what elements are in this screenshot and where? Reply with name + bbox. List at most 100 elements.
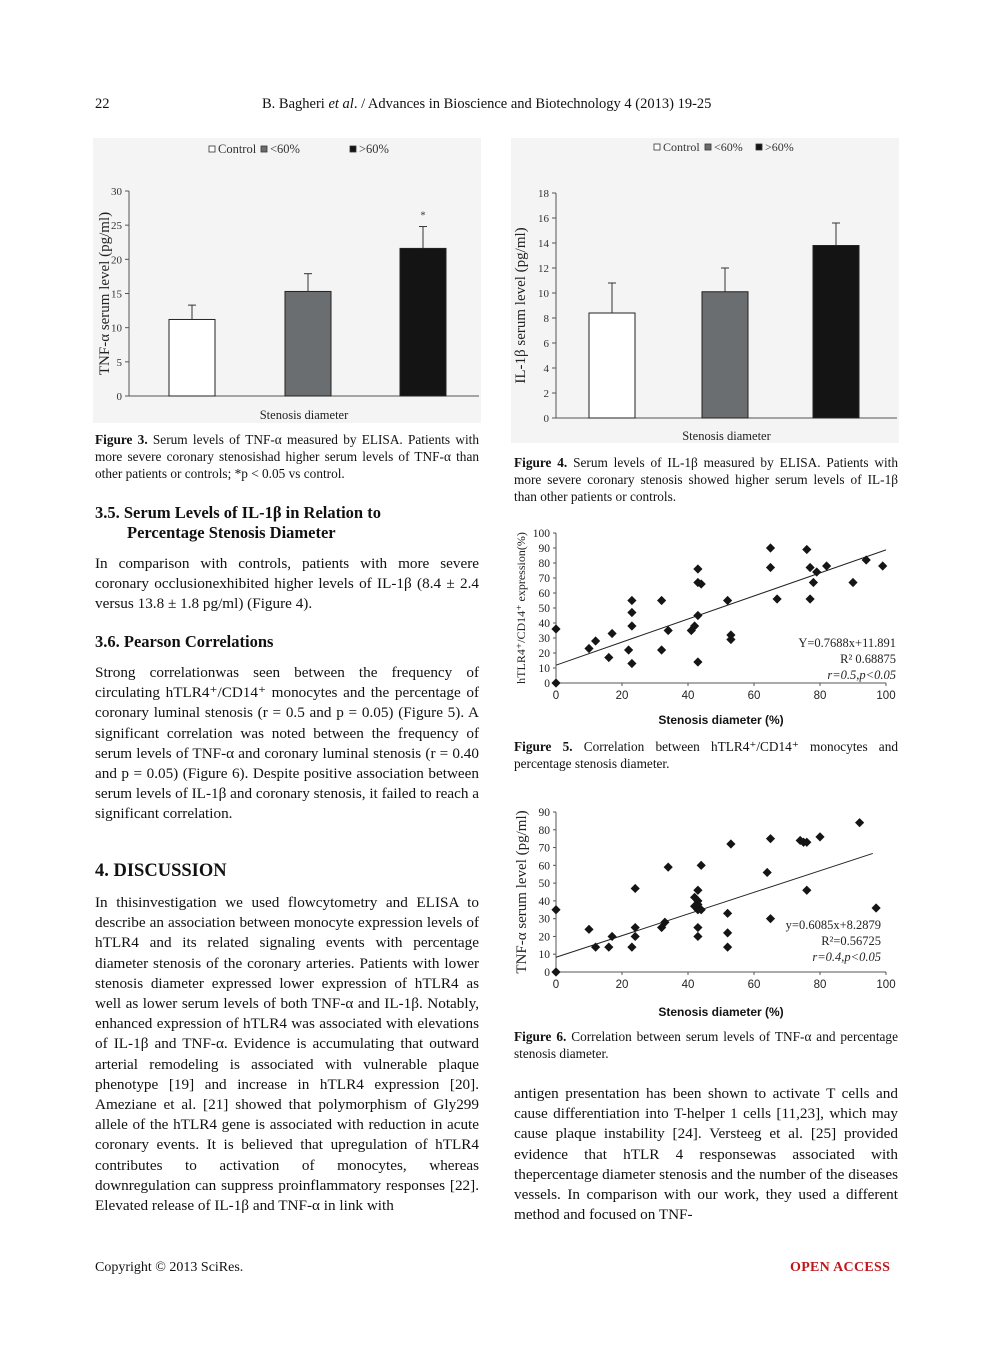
legend-swatch xyxy=(349,145,357,153)
x-axis-label: Stenosis diameter xyxy=(682,429,771,443)
legend-label: Control xyxy=(218,142,257,156)
y-tick-label: 50 xyxy=(539,603,551,615)
figure-6-caption: Figure 6. Correlation between serum leve… xyxy=(514,1028,898,1062)
bar xyxy=(168,318,216,397)
data-point xyxy=(726,839,736,849)
legend-swatch xyxy=(260,145,268,153)
y-tick-label: 30 xyxy=(539,914,551,926)
data-point xyxy=(723,942,733,952)
data-point xyxy=(802,837,812,847)
section-3-6-body: Strong correlationwas seen between the f… xyxy=(95,663,479,825)
data-point xyxy=(630,922,640,933)
y-tick-label: 12 xyxy=(538,263,549,275)
figure-6-caption-label: Figure 6. xyxy=(514,1029,567,1044)
trendline xyxy=(555,852,873,958)
x-axis-label: Stenosis diameter (%) xyxy=(658,713,783,727)
y-tick-label: 40 xyxy=(539,896,551,908)
section-3-6-paragraph: Strong correlationwas seen between the f… xyxy=(95,664,479,823)
data-point xyxy=(878,561,888,571)
data-point xyxy=(686,625,696,636)
figure-3-caption: Figure 3. Serum levels of TNF-α measured… xyxy=(95,431,479,482)
running-title: B. Bagheri et al. / Advances in Bioscien… xyxy=(262,96,711,113)
data-point xyxy=(630,931,640,942)
figure-5-caption-label: Figure 5. xyxy=(514,739,573,754)
y-tick-label: 100 xyxy=(533,528,551,540)
legend-swatch xyxy=(704,143,712,151)
legend-label: <60% xyxy=(714,140,743,154)
figure-6-chart: 0 10 20 30 40 50 60 70 80 90 0 20 40 60 80 100 y=0.6085x… xyxy=(514,807,896,1019)
x-tick-label: 40 xyxy=(682,690,695,702)
y-tick-label: 10 xyxy=(538,288,550,300)
y-tick-label: 60 xyxy=(539,588,551,600)
x-tick-label: 0 xyxy=(553,690,559,702)
data-point xyxy=(663,862,673,872)
data-point xyxy=(815,832,825,842)
figure-5-caption: Figure 5. Correlation between hTLR4⁺/CD1… xyxy=(514,738,898,772)
x-axis-label: Stenosis diameter (%) xyxy=(658,1005,783,1019)
y-tick-label: 8 xyxy=(544,313,550,325)
data-point xyxy=(630,883,640,894)
y-tick-label: 15 xyxy=(111,289,123,301)
data-point xyxy=(693,657,703,667)
legend-label: >60% xyxy=(359,142,389,156)
regression-annotation: r=0.4,p<0.05 xyxy=(812,950,881,964)
data-point xyxy=(591,942,601,952)
bar xyxy=(399,247,447,397)
section-4-body: In thisinvestigation we used flowcytomet… xyxy=(95,893,479,1216)
data-point xyxy=(627,621,637,631)
x-tick-label: 0 xyxy=(553,979,559,991)
running-title-post: . / Advances in Bioscience and Biotechno… xyxy=(353,96,712,112)
legend-swatch xyxy=(208,145,216,153)
y-tick-label: 90 xyxy=(539,807,551,819)
y-tick-label: 70 xyxy=(539,843,551,855)
figure-3-caption-label: Figure 3. xyxy=(95,432,148,447)
data-point xyxy=(765,562,776,573)
data-point xyxy=(627,595,637,606)
figure-4-caption: Figure 4. Serum levels of IL-1β measured… xyxy=(514,454,898,505)
figure-5-caption-text: Correlation between hTLR4⁺/CD14⁺ monocyt… xyxy=(514,739,898,771)
running-title-em: et al xyxy=(328,96,354,112)
data-point xyxy=(591,636,601,646)
data-point xyxy=(805,594,815,604)
x-tick-label: 100 xyxy=(876,979,895,991)
x-axis-label: Stenosis diameter xyxy=(260,408,349,422)
data-point xyxy=(772,594,782,604)
x-tick-label: 20 xyxy=(616,979,629,991)
y-tick-label: 4 xyxy=(544,363,550,375)
data-point xyxy=(551,678,561,688)
data-point xyxy=(604,942,614,952)
y-tick-label: 40 xyxy=(539,618,551,630)
data-point xyxy=(627,658,637,669)
right-column-paragraph: antigen presentation has been shown to a… xyxy=(514,1085,898,1224)
y-tick-label: 0 xyxy=(544,967,550,979)
bar xyxy=(812,245,860,419)
data-point xyxy=(551,905,561,915)
data-point xyxy=(802,544,812,555)
y-tick-label: 0 xyxy=(544,413,550,425)
section-3-5-body: In comparison with controls, patients wi… xyxy=(95,554,479,615)
legend-swatch xyxy=(755,143,763,151)
y-tick-label: 20 xyxy=(539,648,551,660)
section-4-title: 4. DISCUSSION xyxy=(95,861,227,881)
data-point xyxy=(604,652,614,663)
right-column-body: antigen presentation has been shown to a… xyxy=(514,1084,898,1225)
y-tick-label: 2 xyxy=(544,388,550,400)
data-point xyxy=(855,818,865,828)
y-tick-label: 16 xyxy=(538,213,550,225)
y-axis-label: IL-1β serum level (pg/ml) xyxy=(513,227,529,383)
section-4-paragraph: In thisinvestigation we used flowcytomet… xyxy=(95,894,479,1215)
data-point xyxy=(551,967,561,977)
data-point xyxy=(657,595,667,606)
data-point xyxy=(808,577,818,588)
data-point xyxy=(627,942,637,952)
data-point xyxy=(802,885,812,895)
x-tick-label: 40 xyxy=(682,979,695,991)
y-tick-label: 10 xyxy=(539,949,551,961)
data-point xyxy=(584,924,594,934)
y-tick-label: 30 xyxy=(539,633,551,645)
section-3-5-title-line2: Percentage Stenosis Diameter xyxy=(127,523,336,542)
data-point xyxy=(848,577,858,588)
y-tick-label: 30 xyxy=(111,186,123,198)
y-tick-label: 20 xyxy=(539,931,551,943)
y-tick-label: 14 xyxy=(538,238,550,250)
